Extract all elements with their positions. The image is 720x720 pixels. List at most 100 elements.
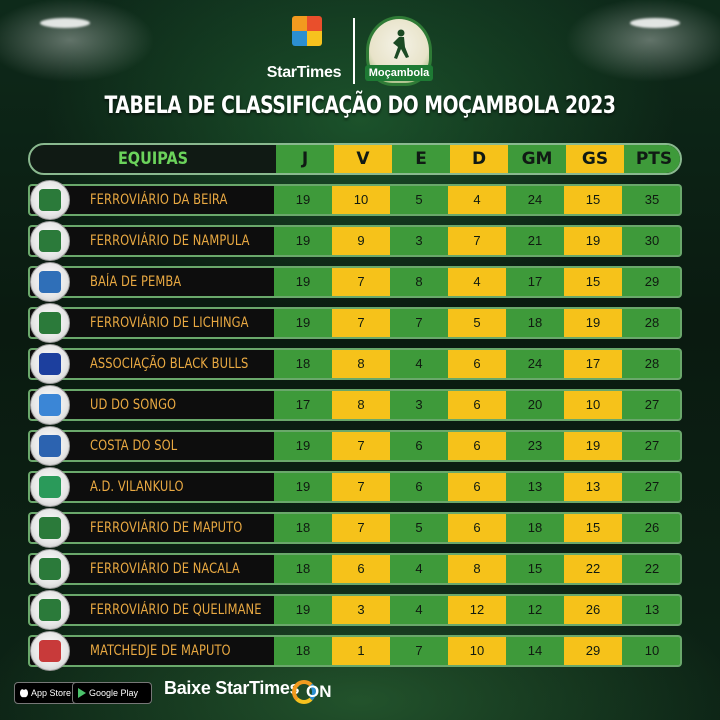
- column-header-gs: GS: [566, 145, 624, 173]
- team-crest-icon: [30, 180, 70, 220]
- stat-j: 18: [295, 520, 311, 535]
- football-player-icon: [393, 29, 409, 59]
- table-row: FERROVIÁRIO DE MAPUTO 18 7 5 6 18 15 26: [28, 508, 682, 548]
- on-logo-text: ON: [306, 682, 332, 701]
- team-name: A.D. VILANKULO: [90, 479, 184, 495]
- stat-gm: 18: [527, 315, 543, 330]
- stat-pts: 29: [644, 274, 660, 289]
- stat-d: 6: [448, 514, 506, 542]
- table-row: COSTA DO SOL 19 7 6 6 23 19 27: [28, 426, 682, 466]
- team-crest-icon: [30, 508, 70, 548]
- team-crest-icon: [30, 344, 70, 384]
- stat-gm: 24: [527, 356, 543, 371]
- stats-cells: 19 7 6 6 23 19 27: [274, 430, 682, 462]
- team-name: BAÍA DE PEMBA: [90, 274, 182, 290]
- google-play-icon: [78, 688, 86, 698]
- stat-j: 19: [295, 479, 311, 494]
- table-header: EQUIPAS J V E D GM GS PTS: [28, 143, 682, 175]
- stat-d: 6: [448, 473, 506, 501]
- stat-gm: 14: [527, 643, 543, 658]
- team-name: COSTA DO SOL: [90, 438, 178, 454]
- stat-pts: 27: [644, 397, 660, 412]
- stat-j: 19: [295, 315, 311, 330]
- team-crest-icon: [30, 590, 70, 630]
- stat-d: 4: [448, 186, 506, 214]
- team-crest-icon: [30, 385, 70, 425]
- stat-e: 6: [415, 479, 423, 494]
- stat-v: 7: [332, 432, 390, 460]
- stat-gm: 18: [527, 520, 543, 535]
- stat-v: 9: [332, 227, 390, 255]
- stat-gm: 17: [527, 274, 543, 289]
- table-row: FERROVIÁRIO DE NACALA 18 6 4 8 15 22 22: [28, 549, 682, 589]
- table-row: FERROVIÁRIO DE NAMPULA 19 9 3 7 21 19 30: [28, 221, 682, 261]
- stat-e: 7: [415, 315, 423, 330]
- stat-gs: 19: [564, 309, 622, 337]
- table-row: UD DO SONGO 17 8 3 6 20 10 27: [28, 385, 682, 425]
- stat-e: 3: [415, 233, 423, 248]
- team-cell: MATCHEDJE DE MAPUTO: [28, 635, 274, 667]
- floodlight-right: [630, 18, 680, 28]
- team-crest-icon: [30, 631, 70, 671]
- mocambola-logo: Moçambola: [365, 16, 433, 86]
- stat-pts: 35: [644, 192, 660, 207]
- team-name: FERROVIÁRIO DE NAMPULA: [90, 233, 250, 249]
- stat-j: 17: [295, 397, 311, 412]
- startimes-logo: StarTimes: [262, 16, 346, 86]
- stat-j: 18: [295, 643, 311, 658]
- floodlight-left: [40, 18, 90, 28]
- google-play-label: Google Play: [89, 688, 139, 698]
- column-header-v: V: [334, 145, 392, 173]
- stat-d: 5: [448, 309, 506, 337]
- stat-gs: 19: [564, 227, 622, 255]
- stat-d: 4: [448, 268, 506, 296]
- stat-gs: 22: [564, 555, 622, 583]
- startimes-mark-icon: [292, 16, 322, 54]
- stat-pts: 28: [644, 315, 660, 330]
- stat-v: 8: [332, 391, 390, 419]
- stat-gm: 24: [527, 192, 543, 207]
- stats-cells: 19 10 5 4 24 15 35: [274, 184, 682, 216]
- team-cell: FERROVIÁRIO DE NACALA: [28, 553, 274, 585]
- logo-divider: [353, 18, 355, 84]
- stats-cells: 18 1 7 10 14 29 10: [274, 635, 682, 667]
- table-row: FERROVIÁRIO DE QUELIMANE 19 3 4 12 12 26 13: [28, 590, 682, 630]
- stat-gs: 26: [564, 596, 622, 624]
- stat-v: 7: [332, 268, 390, 296]
- stat-pts: 26: [644, 520, 660, 535]
- stat-v: 7: [332, 473, 390, 501]
- stats-cells: 18 8 4 6 24 17 28: [274, 348, 682, 380]
- stats-cells: 18 6 4 8 15 22 22: [274, 553, 682, 585]
- team-cell: FERROVIÁRIO DE QUELIMANE: [28, 594, 274, 626]
- stat-v: 10: [332, 186, 390, 214]
- team-name: MATCHEDJE DE MAPUTO: [90, 643, 231, 659]
- stat-gs: 15: [564, 514, 622, 542]
- stat-gm: 21: [527, 233, 543, 248]
- table-row: FERROVIÁRIO DA BEIRA 19 10 5 4 24 15 35: [28, 180, 682, 220]
- team-cell: FERROVIÁRIO DE MAPUTO: [28, 512, 274, 544]
- column-header-d: D: [450, 145, 508, 173]
- team-name: ASSOCIAÇÃO BLACK BULLS: [90, 356, 249, 372]
- stat-d: 7: [448, 227, 506, 255]
- table-row: ASSOCIAÇÃO BLACK BULLS 18 8 4 6 24 17 28: [28, 344, 682, 384]
- stat-d: 12: [448, 596, 506, 624]
- stats-cells: 19 3 4 12 12 26 13: [274, 594, 682, 626]
- team-name: FERROVIÁRIO DE NACALA: [90, 561, 240, 577]
- stat-gs: 10: [564, 391, 622, 419]
- table-row: MATCHEDJE DE MAPUTO 18 1 7 10 14 29 10: [28, 631, 682, 671]
- app-store-badge[interactable]: App Store: [14, 682, 84, 704]
- stat-gs: 19: [564, 432, 622, 460]
- table-row: BAÍA DE PEMBA 19 7 8 4 17 15 29: [28, 262, 682, 302]
- stat-v: 6: [332, 555, 390, 583]
- team-cell: FERROVIÁRIO DE LICHINGA: [28, 307, 274, 339]
- stat-j: 18: [295, 561, 311, 576]
- google-play-badge[interactable]: Google Play: [72, 682, 152, 704]
- stat-pts: 10: [644, 643, 660, 658]
- column-header-gm: GM: [508, 145, 566, 173]
- stat-gm: 20: [527, 397, 543, 412]
- stat-pts: 13: [644, 602, 660, 617]
- stat-d: 10: [448, 637, 506, 665]
- stat-pts: 30: [644, 233, 660, 248]
- stats-cells: 19 7 8 4 17 15 29: [274, 266, 682, 298]
- stat-pts: 22: [644, 561, 660, 576]
